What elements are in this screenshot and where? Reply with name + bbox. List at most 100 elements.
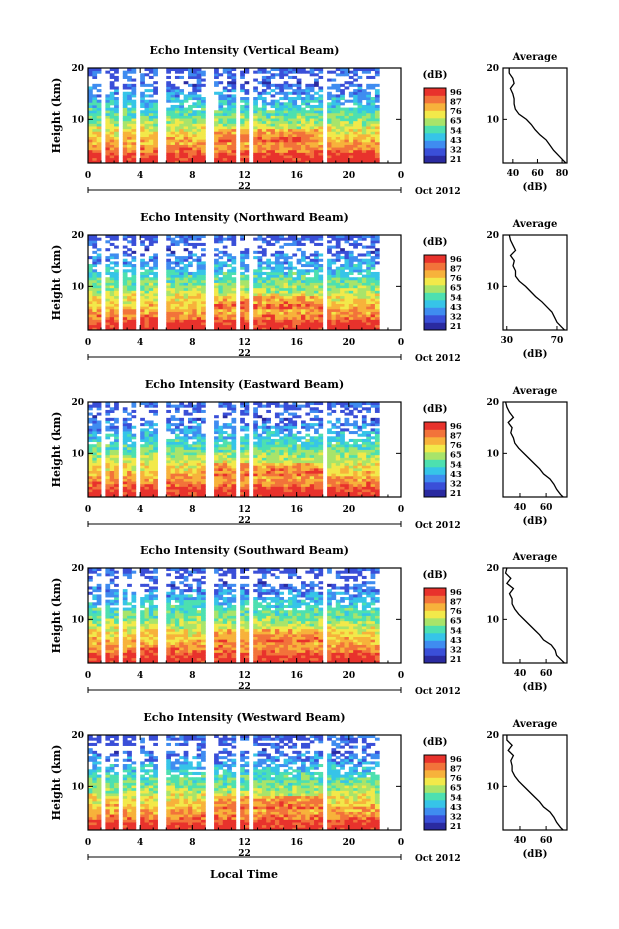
heatmap-cell [287, 470, 293, 474]
heatmap-cell [174, 157, 180, 161]
heatmap-cell [166, 483, 171, 487]
colorbar-frame [423, 254, 447, 331]
heatmap-cell [335, 298, 341, 302]
heatmap-cell [366, 83, 371, 87]
heatmap-cell [301, 139, 306, 143]
heatmap-cell [222, 489, 228, 493]
heatmap-cell [144, 152, 150, 156]
heatmap-cell [361, 287, 367, 291]
heatmap-cell [179, 417, 185, 421]
heatmap-cell [214, 110, 219, 114]
heatmap-cell [105, 412, 111, 416]
heatmap-cell [357, 322, 363, 326]
heatmap-cell [344, 149, 350, 153]
heatmap-cell [270, 433, 276, 437]
heatmap-cell [196, 428, 202, 432]
heatmap-cell [179, 420, 185, 424]
heatmap-cell [166, 155, 171, 159]
heatmap-cell [305, 324, 311, 328]
heatmap-cell [179, 423, 185, 427]
heatmap-cell [287, 91, 293, 95]
heatmap-cell [122, 261, 128, 265]
heatmap-cell [166, 423, 171, 427]
heatmap-cell [148, 258, 154, 262]
heatmap-cell [196, 104, 202, 108]
heatmap-cell [214, 282, 219, 286]
heatmap-cell [305, 452, 311, 456]
heatmap-cell [348, 75, 354, 79]
heatmap-cell [353, 131, 358, 135]
heatmap-cell [214, 133, 219, 138]
heatmap-cell [196, 133, 202, 138]
heatmap-cell [187, 483, 193, 487]
heatmap-cell [88, 478, 93, 482]
heatmap-cell [131, 409, 137, 413]
heatmap-cell [122, 327, 128, 331]
heatmap-cell [366, 131, 371, 135]
heatmap-cell [201, 327, 206, 331]
heatmap-cell [222, 324, 228, 328]
heatmap-cell [114, 306, 119, 310]
heatmap-cell [214, 298, 219, 302]
heatmap-cell [261, 444, 267, 448]
heatmap-cell [96, 481, 102, 485]
heatmap-cell [214, 322, 219, 326]
heatmap-cell [296, 436, 302, 440]
heatmap-cell [231, 83, 237, 87]
heatmap-cell [196, 139, 202, 143]
heatmap-cell [92, 489, 98, 493]
heatmap-cell [257, 271, 263, 275]
heatmap-cell [192, 441, 198, 445]
heatmap-cell [318, 420, 324, 424]
heatmap-cell [353, 306, 358, 310]
heatmap-cell [183, 486, 189, 490]
heatmap-cell [244, 133, 250, 138]
heatmap-cell [274, 494, 280, 498]
heatmap-cell [201, 107, 206, 111]
heatmap-cell [270, 446, 276, 450]
y-tick-label: 20 [71, 64, 84, 74]
heatmap-cell [109, 494, 115, 498]
heatmap-cell [227, 235, 232, 239]
heatmap-cell [192, 420, 198, 424]
heatmap-cell [96, 303, 102, 307]
heatmap-cell [296, 314, 302, 318]
heatmap-cell [279, 404, 285, 408]
heatmap-cell [131, 308, 137, 312]
heatmap-cell [227, 486, 232, 490]
heatmap-cell [348, 322, 354, 326]
heatmap-cell [240, 444, 245, 448]
heatmap-cell [122, 258, 128, 262]
heatmap-cell [140, 431, 145, 435]
heatmap-cell [274, 431, 280, 435]
heatmap-cell [105, 70, 111, 74]
heatmap-cell [92, 160, 98, 164]
heatmap-cell [196, 295, 202, 299]
heatmap-cell [261, 486, 267, 490]
heatmap-cell [287, 107, 293, 111]
heatmap-cell [140, 136, 145, 140]
heatmap-cell [296, 149, 302, 153]
heatmap-cell [270, 444, 276, 448]
heatmap-cell [131, 433, 137, 437]
heatmap-cell [314, 99, 319, 103]
heatmap-cell [105, 104, 111, 108]
heatmap-cell [331, 155, 337, 159]
heatmap-cell [114, 491, 119, 495]
heatmap-cell [144, 99, 150, 103]
heatmap-cell [318, 454, 324, 458]
heatmap-cell [270, 457, 276, 461]
heatmap-cell [105, 494, 111, 498]
heatmap-cell [318, 308, 324, 312]
heatmap-cell [131, 475, 137, 479]
heatmap-cell [131, 235, 137, 239]
heatmap-cell [109, 428, 115, 432]
heatmap-cell [222, 436, 228, 440]
heatmap-cell [153, 308, 158, 312]
heatmap-cell [179, 152, 185, 156]
heatmap-cell [222, 314, 228, 318]
heatmap-cell [327, 306, 332, 310]
heatmap-cell [361, 94, 367, 98]
heatmap-cell [279, 107, 285, 111]
heatmap-cell [183, 149, 189, 153]
